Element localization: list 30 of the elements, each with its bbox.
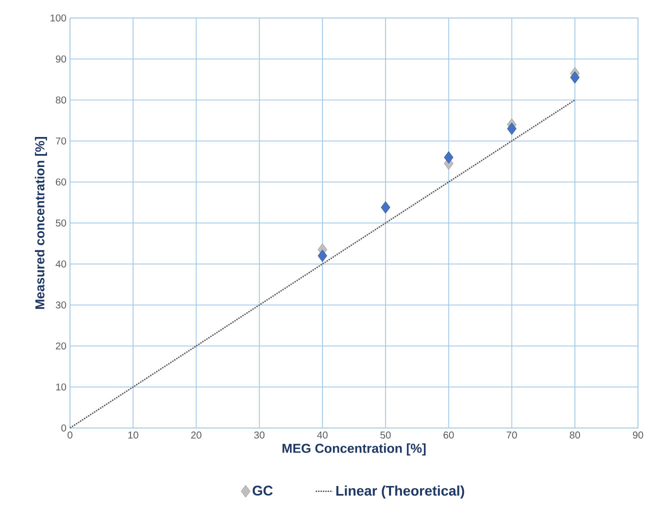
y-axis-title: Measured concentration [%] [34,137,47,309]
y-tick-label: 50 [56,219,66,227]
y-tick-label: 10 [56,383,66,391]
point [380,201,390,214]
legend-label: Linear (Theoretical) [336,485,464,498]
x-axis-title: MEG Concentration [%] [282,443,426,456]
x-tick-label: 60 [444,432,454,439]
y-tick-label: 60 [56,178,66,186]
point [444,151,454,164]
x-tick-label: 70 [506,432,517,439]
x-tick-label: 90 [632,432,644,439]
y-tick-label: 0 [61,424,66,432]
x-tick-label: 20 [191,432,202,439]
y-tick-label: 40 [56,260,66,268]
point [318,250,328,262]
x-tick-label: 30 [254,432,264,439]
x-tick-label: 50 [380,432,391,439]
legend-label: GC [252,486,273,496]
y-tick-label: 20 [56,342,66,350]
x-tick-label: 0 [68,432,72,439]
y-tick-label: 80 [56,96,66,104]
point [570,71,580,84]
point [507,122,516,135]
y-tick-label: 30 [56,301,66,309]
y-tick-label: 90 [56,55,66,63]
x-tick-label: 40 [317,432,328,439]
x-tick-label: 80 [570,432,580,439]
x-tick-label: 10 [128,432,138,439]
y-tick-label: 100 [50,14,66,22]
y-tick-label: 70 [56,137,66,145]
